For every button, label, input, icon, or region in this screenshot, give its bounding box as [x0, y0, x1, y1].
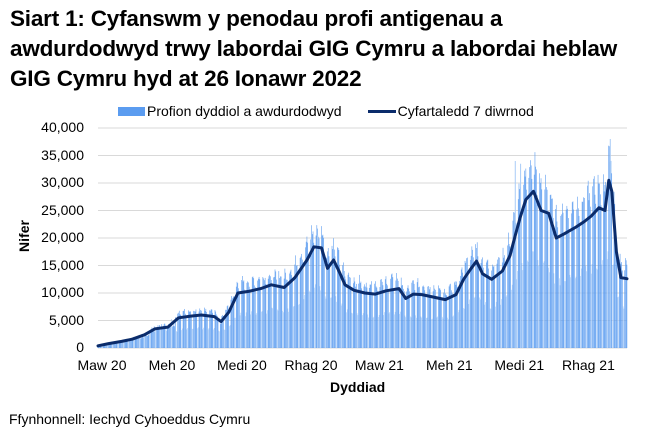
x-axis-label: Dyddiad — [330, 379, 386, 395]
legend-label-line: Cyfartaledd 7 diwrnod — [397, 103, 534, 119]
x-tick-label: Rhag 21 — [561, 357, 615, 373]
x-tick-label: Meh 21 — [425, 357, 473, 373]
x-tick-label: Rhag 20 — [284, 357, 338, 373]
y-tick-label: 10,000 — [41, 284, 84, 300]
daily-tests-bars — [97, 139, 628, 348]
x-tick-label: Medi 20 — [216, 357, 267, 373]
y-tick-label: 30,000 — [41, 174, 84, 190]
y-tick-label: 15,000 — [41, 256, 84, 273]
line-swatch-icon — [367, 109, 396, 113]
legend-item-line: Cyfartaledd 7 diwrnod — [367, 103, 534, 119]
y-tick-label: 20,000 — [41, 229, 84, 245]
x-tick-label: Medi 21 — [494, 357, 545, 373]
chart-title: Siart 1: Cyfanswm y penodau profi antige… — [10, 6, 618, 91]
bar-swatch-icon — [118, 106, 145, 116]
legend-label-bars: Profion dyddiol a awdurdodwyd — [147, 103, 342, 119]
chart-legend: Profion dyddiol a awdurdodwyd Cyfartaled… — [118, 101, 560, 121]
y-tick-label: 25,000 — [41, 201, 84, 218]
y-tick-label: 0 — [76, 339, 84, 355]
source-note: Ffynhonnell: Iechyd Cyhoeddus Cymru — [9, 411, 251, 427]
legend-item-bars: Profion dyddiol a awdurdodwyd — [118, 103, 342, 119]
x-tick-label: Meh 20 — [148, 357, 196, 373]
seven-day-average-line — [96, 178, 629, 348]
y-tick-label: 40,000 — [41, 119, 84, 135]
y-tick-label: 5,000 — [48, 311, 84, 328]
x-tick-label: Maw 21 — [354, 357, 404, 373]
y-tick-label: 35,000 — [41, 146, 84, 163]
x-tick-label: Maw 20 — [77, 357, 127, 373]
